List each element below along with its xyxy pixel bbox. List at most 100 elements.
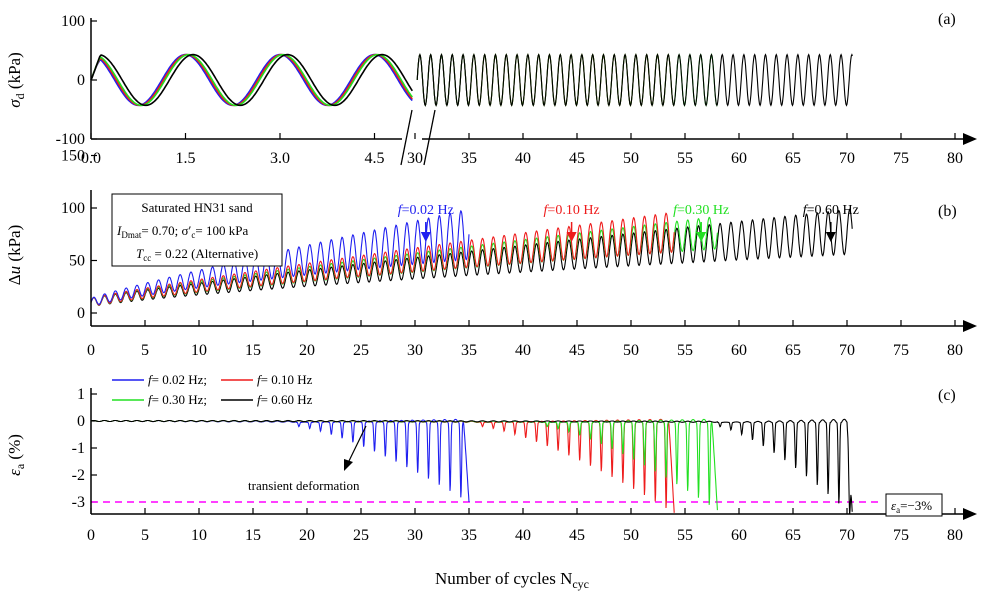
sigma-right-series-0.6 xyxy=(416,53,853,107)
freq-annotation-label: f=0.30 Hz xyxy=(673,203,729,218)
freq-annotation-arrow-head xyxy=(420,232,431,242)
info-line-2: IDmat= 0.70; σ′c= 100 kPa xyxy=(116,223,248,240)
x-tick-label: 55 xyxy=(677,150,693,167)
y-tick-label: 0 xyxy=(77,305,85,322)
x-tick-label: 70 xyxy=(839,342,855,359)
panel-b-y-ticks: 150 100 50 0 xyxy=(61,148,97,322)
x-tick-label: 55 xyxy=(677,527,693,544)
x-axis-arrow xyxy=(963,320,977,332)
x-tick-label: 50 xyxy=(623,150,639,167)
sigma-left-series-0.6 xyxy=(90,53,413,107)
panel-c-tag: (c) xyxy=(938,387,956,404)
x-tick-label: 35 xyxy=(461,342,477,359)
info-line-3: Tcc = 0.22 (Alternative) xyxy=(136,246,258,263)
x-tick-label: 80 xyxy=(947,150,963,167)
freq-annotation: f=0.60 Hz xyxy=(803,203,859,242)
legend-label: f= 0.60 Hz xyxy=(257,392,313,407)
x-tick-label: 30 xyxy=(407,527,423,544)
x-tick-label: 65 xyxy=(785,150,801,167)
y-tick-label: 150 xyxy=(61,148,85,165)
x-tick-label: 45 xyxy=(569,150,585,167)
limit-label-box: εa=−3% xyxy=(885,493,943,517)
freq-annotation-label: f=0.10 Hz xyxy=(544,203,600,218)
x-tick-label: 25 xyxy=(353,342,369,359)
panel-c-series xyxy=(90,418,880,515)
x-tick-label: 40 xyxy=(515,150,531,167)
x-tick-label: 45 xyxy=(569,342,585,359)
x-tick-label: 80 xyxy=(947,342,963,359)
transient-label: transient deformation xyxy=(248,478,360,493)
panel-b-tag: (b) xyxy=(938,203,957,220)
x-tick-label: 15 xyxy=(245,342,261,359)
y-tick-label: -3 xyxy=(72,494,85,511)
panel-a-y-ticks: 100 0 -100 xyxy=(56,13,97,148)
x-tick-label: 75 xyxy=(893,527,909,544)
panel-a: (a) 100 0 -100 0.0 1.5 3.0 4.5 30 35 40 45 50 55 60 6… xyxy=(5,11,977,167)
panel-a-series xyxy=(90,53,853,107)
x-tick-label: 10 xyxy=(191,527,207,544)
x-tick-label: 20 xyxy=(299,342,315,359)
x-tick-label: 75 xyxy=(893,150,909,167)
panel-a-ylabel: σd (kPa) xyxy=(5,52,27,107)
x-axis-arrow xyxy=(963,508,977,520)
y-tick-label: 50 xyxy=(69,253,85,270)
x-tick-label: 65 xyxy=(785,527,801,544)
y-tick-label: 100 xyxy=(61,200,85,217)
x-tick-label: 55 xyxy=(677,342,693,359)
panel-c-axes xyxy=(90,388,977,520)
x-tick-label: 60 xyxy=(731,150,747,167)
x-tick-label: 40 xyxy=(515,342,531,359)
panel-c: (c) 10-1-2-3 0 5 10 15 20 25 30 35 40 45 50 55 60 65 7… xyxy=(5,372,977,544)
x-tick-label: 75 xyxy=(893,342,909,359)
legend-item: f= 0.60 Hz xyxy=(221,392,313,407)
x-tick-label: 60 xyxy=(731,527,747,544)
pore-pressure-series-0.1 xyxy=(90,212,675,306)
x-tick-label: 1.5 xyxy=(176,150,196,167)
panel-b-annotations: f=0.02 Hz f=0.10 Hz f=0.30 Hz f=0.60 Hz xyxy=(398,203,859,242)
legend-item: f= 0.02 Hz; xyxy=(112,372,207,387)
x-tick-label: 60 xyxy=(731,342,747,359)
x-tick-label: 70 xyxy=(839,527,855,544)
y-tick-label: -2 xyxy=(72,467,85,484)
y-tick-label: -1 xyxy=(72,440,85,457)
panel-c-legend: f= 0.02 Hz; f= 0.10 Hz f= 0.30 Hz; f= 0.60 … xyxy=(110,372,336,410)
x-tick-label: 30 xyxy=(407,342,423,359)
pore-pressure-series-0.6 xyxy=(90,208,853,306)
panel-a-tag: (a) xyxy=(938,11,956,28)
y-tick-label: -100 xyxy=(56,131,85,148)
legend-item: f= 0.10 Hz xyxy=(221,372,313,387)
x-tick-label: 30 xyxy=(407,150,423,167)
transient-annotation: transient deformation xyxy=(248,425,367,493)
panel-c-x-ticks: 0 5 10 15 20 25 30 35 40 45 50 55 60 65 70 75 80 xyxy=(87,508,963,544)
x-tick-label: 0 xyxy=(87,342,95,359)
x-tick-label: 0.0 xyxy=(81,150,101,167)
freq-annotation: f=0.02 Hz xyxy=(398,203,454,242)
panel-b-ylabel: Δu (kPa) xyxy=(5,225,24,286)
x-tick-label: 65 xyxy=(785,342,801,359)
legend-box xyxy=(110,372,336,410)
panel-b-info-box: Saturated HN31 sand IDmat= 0.70; σ′c= 10… xyxy=(111,193,283,267)
x-tick-label: 50 xyxy=(623,527,639,544)
panel-b-axes xyxy=(90,190,977,332)
freq-annotation: f=0.10 Hz xyxy=(544,203,600,242)
panel-c-ylabel: εa (%) xyxy=(5,434,27,476)
panel-a-axes xyxy=(90,18,977,166)
limit-label: εa=−3% xyxy=(891,498,932,515)
panel-a-x-ticks: 0.0 1.5 3.0 4.5 30 35 40 45 50 55 60 65 70 75 80 xyxy=(81,133,963,167)
panel-b-x-ticks: 0 5 10 15 20 25 30 35 40 45 50 55 60 65 70 75 80 xyxy=(87,320,963,359)
axial-strain-series-0.1 xyxy=(90,418,675,513)
freq-annotation-label: f=0.60 Hz xyxy=(803,203,859,218)
info-line-1: Saturated HN31 sand xyxy=(141,200,253,215)
x-tick-label: 15 xyxy=(245,527,261,544)
freq-annotation-arrow-head xyxy=(825,232,836,242)
common-xlabel: Number of cycles Ncyc xyxy=(435,569,589,591)
x-axis-arrow xyxy=(963,133,977,145)
freq-annotation: f=0.30 Hz xyxy=(673,203,729,242)
x-tick-label: 35 xyxy=(461,527,477,544)
x-tick-label: 45 xyxy=(569,527,585,544)
freq-annotation-arrow-head xyxy=(566,232,577,242)
x-tick-label: 0 xyxy=(87,527,95,544)
y-tick-label: 0 xyxy=(77,72,85,89)
axis-break-mark xyxy=(423,109,436,166)
